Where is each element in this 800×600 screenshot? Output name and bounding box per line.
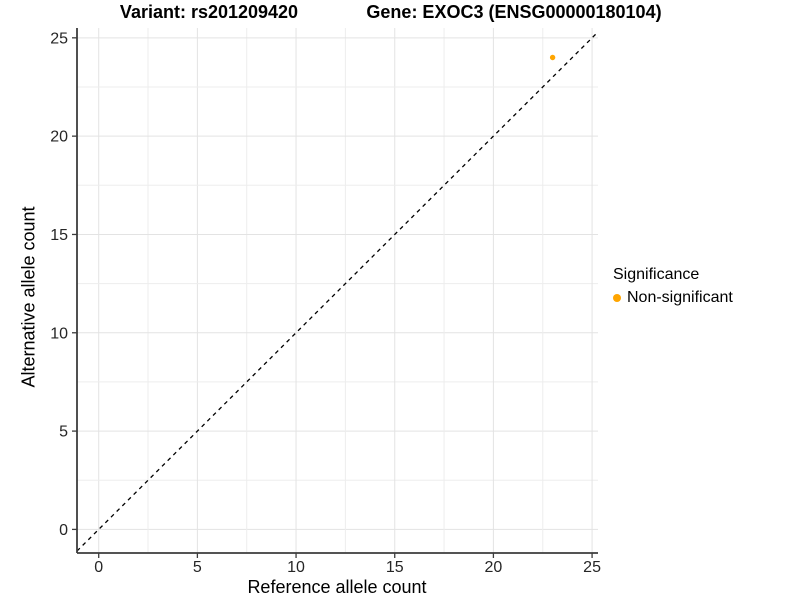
x-tick-label: 0 <box>94 559 103 576</box>
data-point <box>549 54 556 61</box>
legend-title: Significance <box>613 266 700 283</box>
legend-item-label: Non-significant <box>627 289 733 306</box>
y-tick-label: 25 <box>50 30 68 47</box>
plot-title-variant: Variant: rs201209420 <box>119 2 299 22</box>
y-tick-label: 0 <box>59 522 68 539</box>
x-tick-label: 25 <box>583 559 601 576</box>
legend: Significance Non-significant <box>613 266 733 307</box>
y-tick-label: 15 <box>50 227 68 244</box>
x-tick-label: 20 <box>485 559 503 576</box>
y-tick-label: 20 <box>50 129 68 146</box>
x-axis-title: Reference allele count <box>247 577 427 597</box>
y-axis-title: Alternative allele count <box>18 206 39 388</box>
x-tick-label: 10 <box>287 559 305 576</box>
y-tick-label: 10 <box>50 325 68 342</box>
legend-item: Non-significant <box>613 289 733 307</box>
identity-line <box>76 31 599 552</box>
x-tick-label: 5 <box>193 559 202 576</box>
x-tick-label: 15 <box>386 559 404 576</box>
y-tick-label: 5 <box>59 424 68 441</box>
plot-title-gene: Gene: EXOC3 (ENSG00000180104) <box>366 2 662 22</box>
legend-point-icon <box>613 294 621 302</box>
